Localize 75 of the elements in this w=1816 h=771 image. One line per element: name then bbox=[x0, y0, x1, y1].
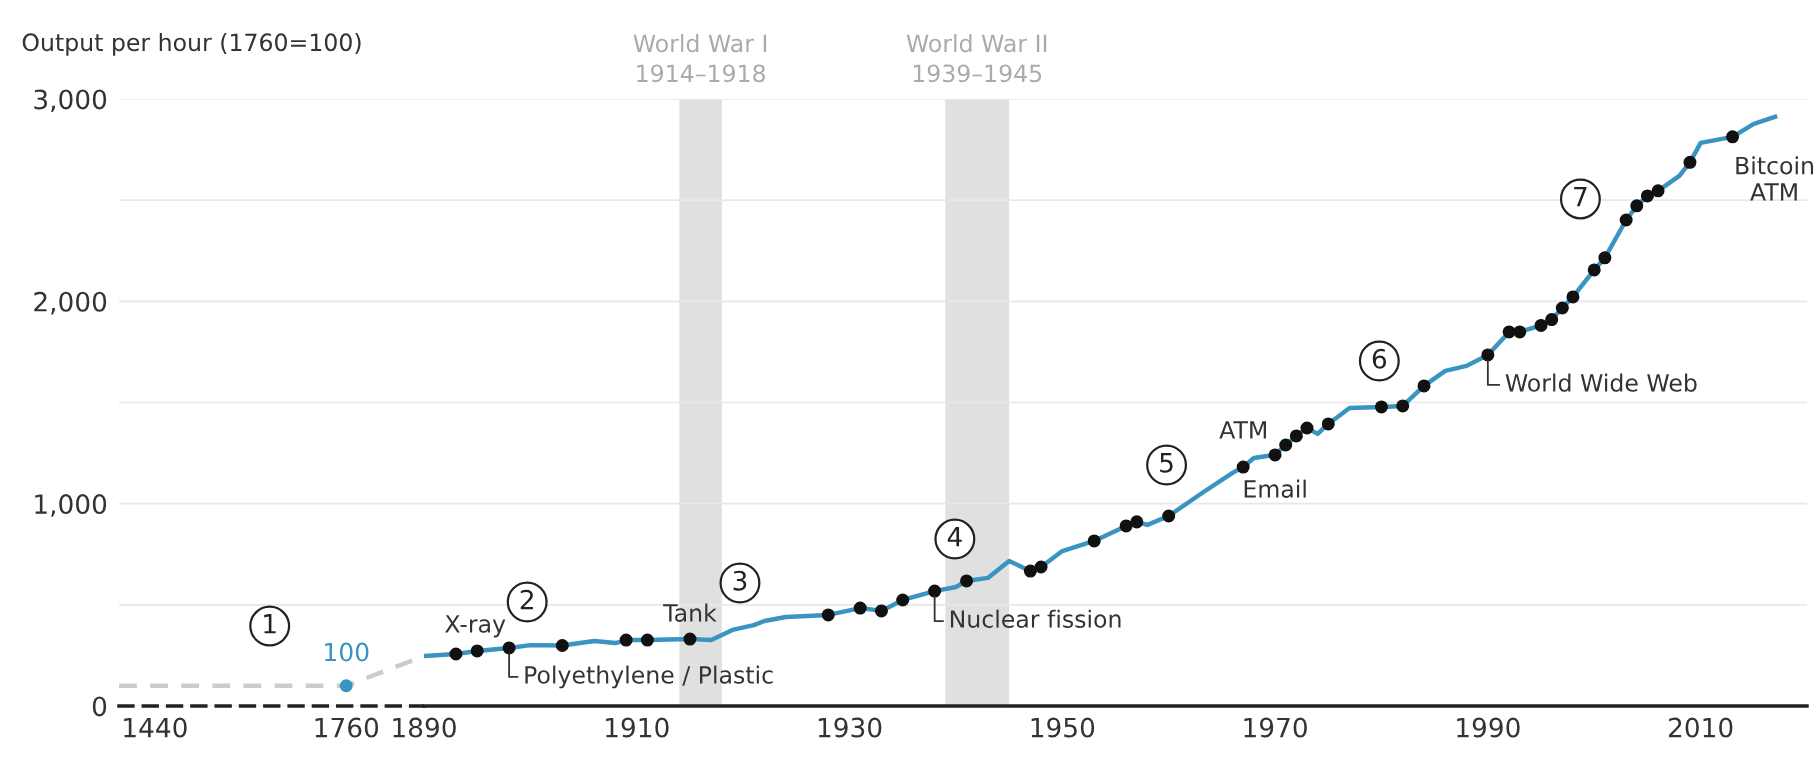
x-tick-label: 1890 bbox=[393, 717, 456, 738]
annotation: Tank bbox=[663, 603, 717, 622]
x-tick-label: 1950 bbox=[1031, 717, 1095, 738]
annotation: 4 bbox=[947, 527, 962, 547]
annotation: 3 bbox=[733, 570, 747, 591]
point bbox=[1321, 417, 1335, 431]
y-tick-label: 1,000 bbox=[35, 494, 107, 517]
y-tick-label: 2,000 bbox=[34, 291, 107, 315]
point bbox=[1513, 325, 1527, 339]
point bbox=[555, 638, 569, 653]
point bbox=[1630, 199, 1644, 213]
point bbox=[502, 641, 516, 655]
data-label: 100 bbox=[325, 642, 369, 662]
point bbox=[1162, 509, 1176, 523]
point bbox=[683, 632, 697, 646]
point bbox=[1417, 379, 1431, 393]
annotation: 6 bbox=[1372, 348, 1387, 369]
point bbox=[1289, 429, 1303, 443]
point bbox=[449, 647, 463, 661]
point bbox=[1481, 348, 1495, 362]
point bbox=[1396, 399, 1410, 413]
point bbox=[1130, 515, 1144, 529]
point bbox=[1545, 313, 1559, 327]
point bbox=[821, 608, 835, 622]
annotation: 5 bbox=[1160, 453, 1173, 473]
annotation: 2 bbox=[520, 589, 533, 610]
point bbox=[1268, 448, 1282, 462]
point bbox=[928, 584, 942, 598]
point bbox=[619, 633, 633, 647]
point bbox=[1236, 460, 1250, 474]
point bbox=[470, 644, 484, 658]
x-tick-label: 1760 bbox=[315, 717, 379, 738]
point bbox=[1023, 564, 1037, 578]
annotation: Email bbox=[1244, 479, 1306, 498]
point bbox=[1726, 130, 1740, 144]
annotation: World Wide Web bbox=[1505, 373, 1697, 392]
point bbox=[1619, 213, 1633, 227]
point bbox=[1587, 263, 1601, 277]
annotation: Bitcoin ATM bbox=[1736, 156, 1814, 201]
band-label: World War I 1914–1918 bbox=[633, 33, 767, 83]
point bbox=[1651, 184, 1665, 198]
annotation: ATM bbox=[1219, 421, 1266, 439]
point bbox=[640, 633, 654, 647]
point bbox=[1598, 251, 1612, 265]
point bbox=[874, 604, 888, 618]
point bbox=[1374, 400, 1388, 414]
point bbox=[1640, 189, 1654, 203]
annotation: Polyethylene / Plastic bbox=[525, 665, 773, 689]
point bbox=[1034, 560, 1048, 574]
annotation: X-ray bbox=[445, 615, 506, 638]
point bbox=[1087, 534, 1101, 548]
y-tick-label: 3,000 bbox=[34, 89, 107, 113]
x-tick-label: 1440 bbox=[124, 717, 187, 738]
point bbox=[1502, 325, 1516, 339]
point bbox=[1300, 421, 1314, 435]
point bbox=[853, 601, 867, 615]
point bbox=[1279, 438, 1293, 452]
x-tick-label: 2010 bbox=[1668, 717, 1733, 738]
annotation: 7 bbox=[1574, 187, 1587, 207]
point bbox=[960, 574, 974, 588]
x-tick-label: 1930 bbox=[818, 717, 882, 738]
point bbox=[896, 593, 910, 607]
point bbox=[1683, 155, 1697, 169]
y-axis-title: Output per hour (1760=100) bbox=[22, 32, 361, 56]
x-tick-label: 1990 bbox=[1457, 717, 1520, 738]
point bbox=[1555, 301, 1569, 315]
point bbox=[1119, 519, 1133, 533]
point bbox=[1566, 290, 1580, 304]
band-label: World War II 1939–1945 bbox=[906, 33, 1047, 83]
annotation: Nuclear fission bbox=[950, 609, 1121, 628]
x-tick-label: 1910 bbox=[606, 717, 669, 738]
point bbox=[1534, 318, 1548, 332]
y-tick-label: 0 bbox=[92, 696, 107, 717]
annotation: 1 bbox=[264, 614, 276, 634]
x-tick-label: 1970 bbox=[1244, 717, 1307, 738]
